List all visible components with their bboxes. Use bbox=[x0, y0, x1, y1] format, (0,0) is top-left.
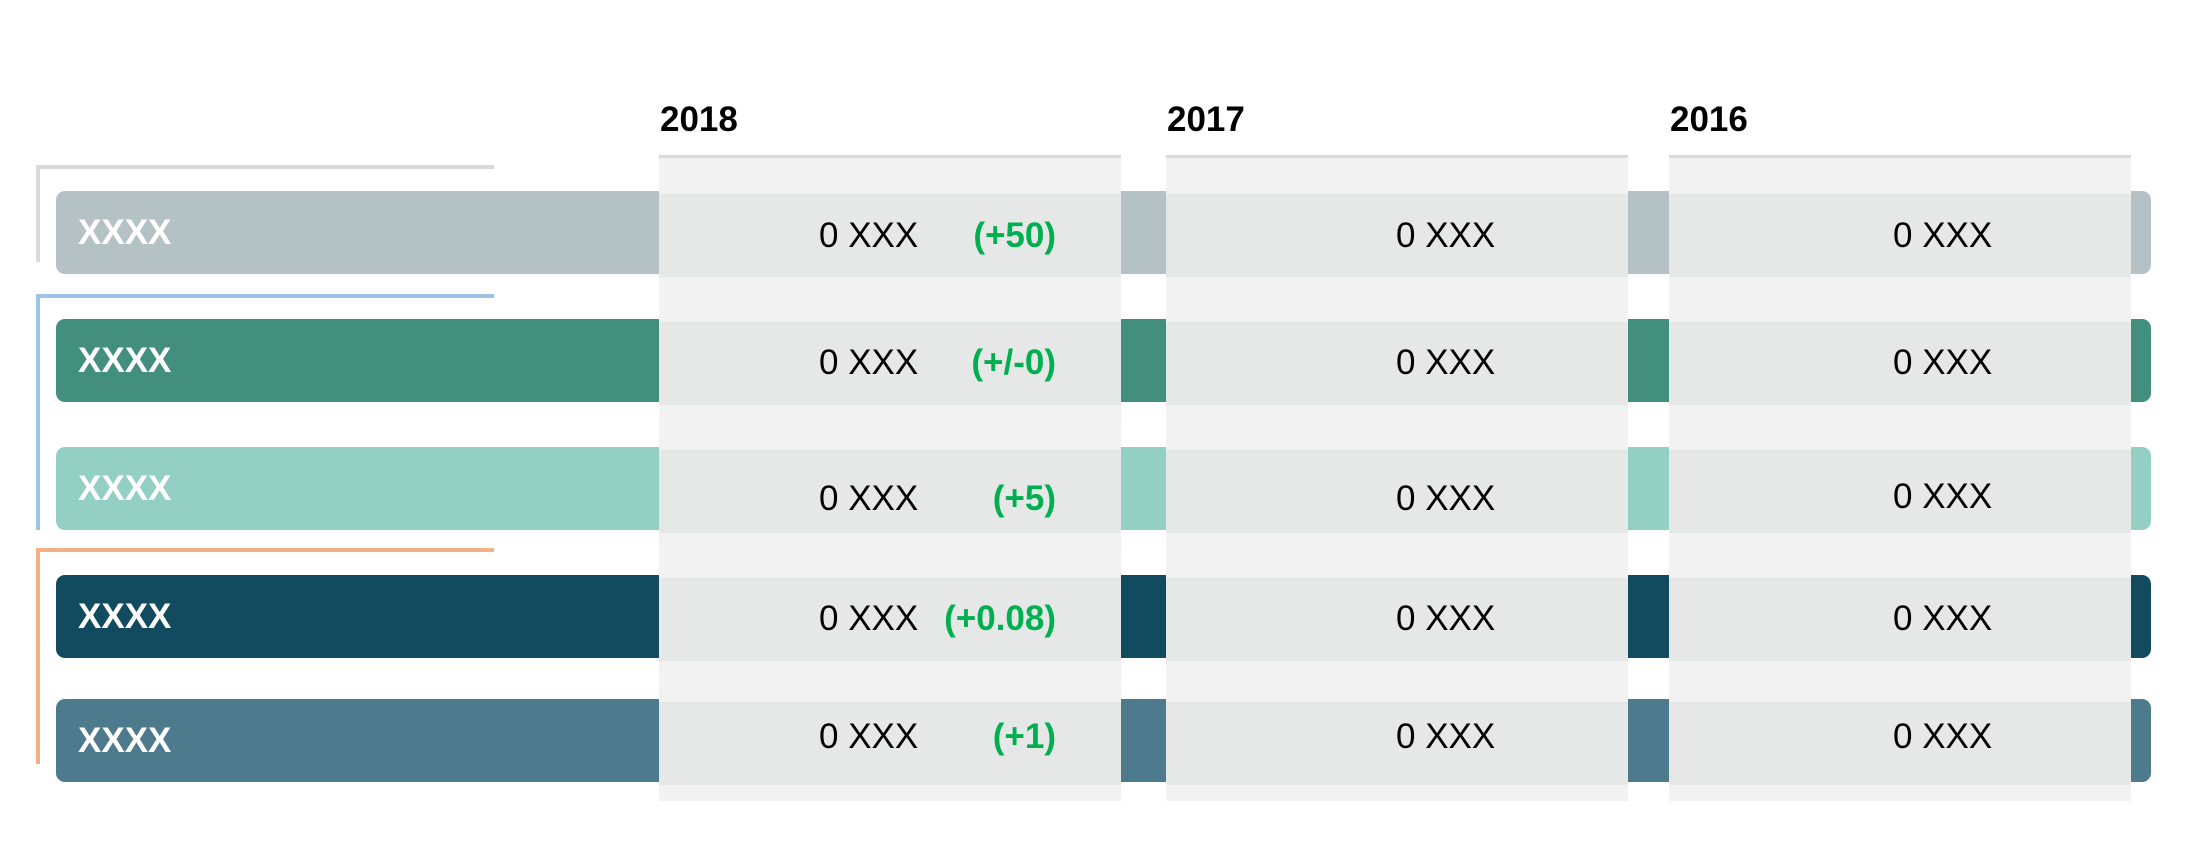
cell-band bbox=[1166, 578, 1628, 661]
cell-band bbox=[1166, 450, 1628, 533]
row-label: XXXX bbox=[78, 469, 172, 508]
cell-band bbox=[659, 702, 1121, 785]
cell-band bbox=[1166, 194, 1628, 277]
cell-value: 0 XXX bbox=[1396, 216, 1496, 255]
cell-value: 0 XXX bbox=[819, 216, 919, 255]
row-label: XXXX bbox=[78, 341, 172, 380]
cell-band bbox=[1166, 322, 1628, 405]
group-bracket-blue bbox=[36, 294, 494, 530]
cell-band bbox=[659, 450, 1121, 533]
cell-value: 0 XXX bbox=[1396, 479, 1496, 518]
row-label: XXXX bbox=[78, 721, 172, 760]
cell-band bbox=[1669, 322, 2131, 405]
change-badge: (+1) bbox=[992, 717, 1056, 756]
cell-band bbox=[1166, 702, 1628, 785]
cell-value: 0 XXX bbox=[1893, 477, 1993, 516]
cell-value: 0 XXX bbox=[1396, 717, 1496, 756]
cell-band bbox=[1669, 702, 2131, 785]
cell-value: 0 XXX bbox=[819, 717, 919, 756]
change-badge: (+0.08) bbox=[944, 599, 1056, 638]
change-badge: (+5) bbox=[992, 479, 1056, 518]
cell-band bbox=[659, 194, 1121, 277]
column-header-2018: 2018 bbox=[660, 100, 738, 139]
column-2018: 0 XXX 0 XXX 0 XXX 0 XXX 0 XXX (+50) (+/-… bbox=[659, 155, 1121, 801]
cell-band bbox=[1669, 578, 2131, 661]
cell-value: 0 XXX bbox=[1396, 343, 1496, 382]
change-badge: (+50) bbox=[973, 216, 1056, 255]
cell-band bbox=[659, 322, 1121, 405]
cell-value: 0 XXX bbox=[819, 343, 919, 382]
row-label: XXXX bbox=[78, 597, 172, 636]
cell-value: 0 XXX bbox=[1893, 599, 1993, 638]
cell-band bbox=[1669, 450, 2131, 533]
group-bracket-gray bbox=[36, 165, 494, 262]
column-2016: 0 XXX 0 XXX 0 XXX 0 XXX 0 XXX bbox=[1669, 155, 2131, 801]
change-badge: (+/-0) bbox=[971, 343, 1056, 382]
cell-value: 0 XXX bbox=[1396, 599, 1496, 638]
column-header-2016: 2016 bbox=[1670, 100, 1748, 139]
cell-value: 0 XXX bbox=[1893, 343, 1993, 382]
cell-band bbox=[659, 578, 1121, 661]
cell-value: 0 XXX bbox=[1893, 216, 1993, 255]
group-bracket-orange bbox=[36, 548, 494, 764]
cell-band bbox=[1669, 194, 2131, 277]
row-label: XXXX bbox=[78, 213, 172, 252]
cell-value: 0 XXX bbox=[819, 599, 919, 638]
cell-value: 0 XXX bbox=[1893, 717, 1993, 756]
cell-value: 0 XXX bbox=[819, 479, 919, 518]
column-2017: 0 XXX 0 XXX 0 XXX 0 XXX 0 XXX bbox=[1166, 155, 1628, 801]
column-header-2017: 2017 bbox=[1167, 100, 1245, 139]
